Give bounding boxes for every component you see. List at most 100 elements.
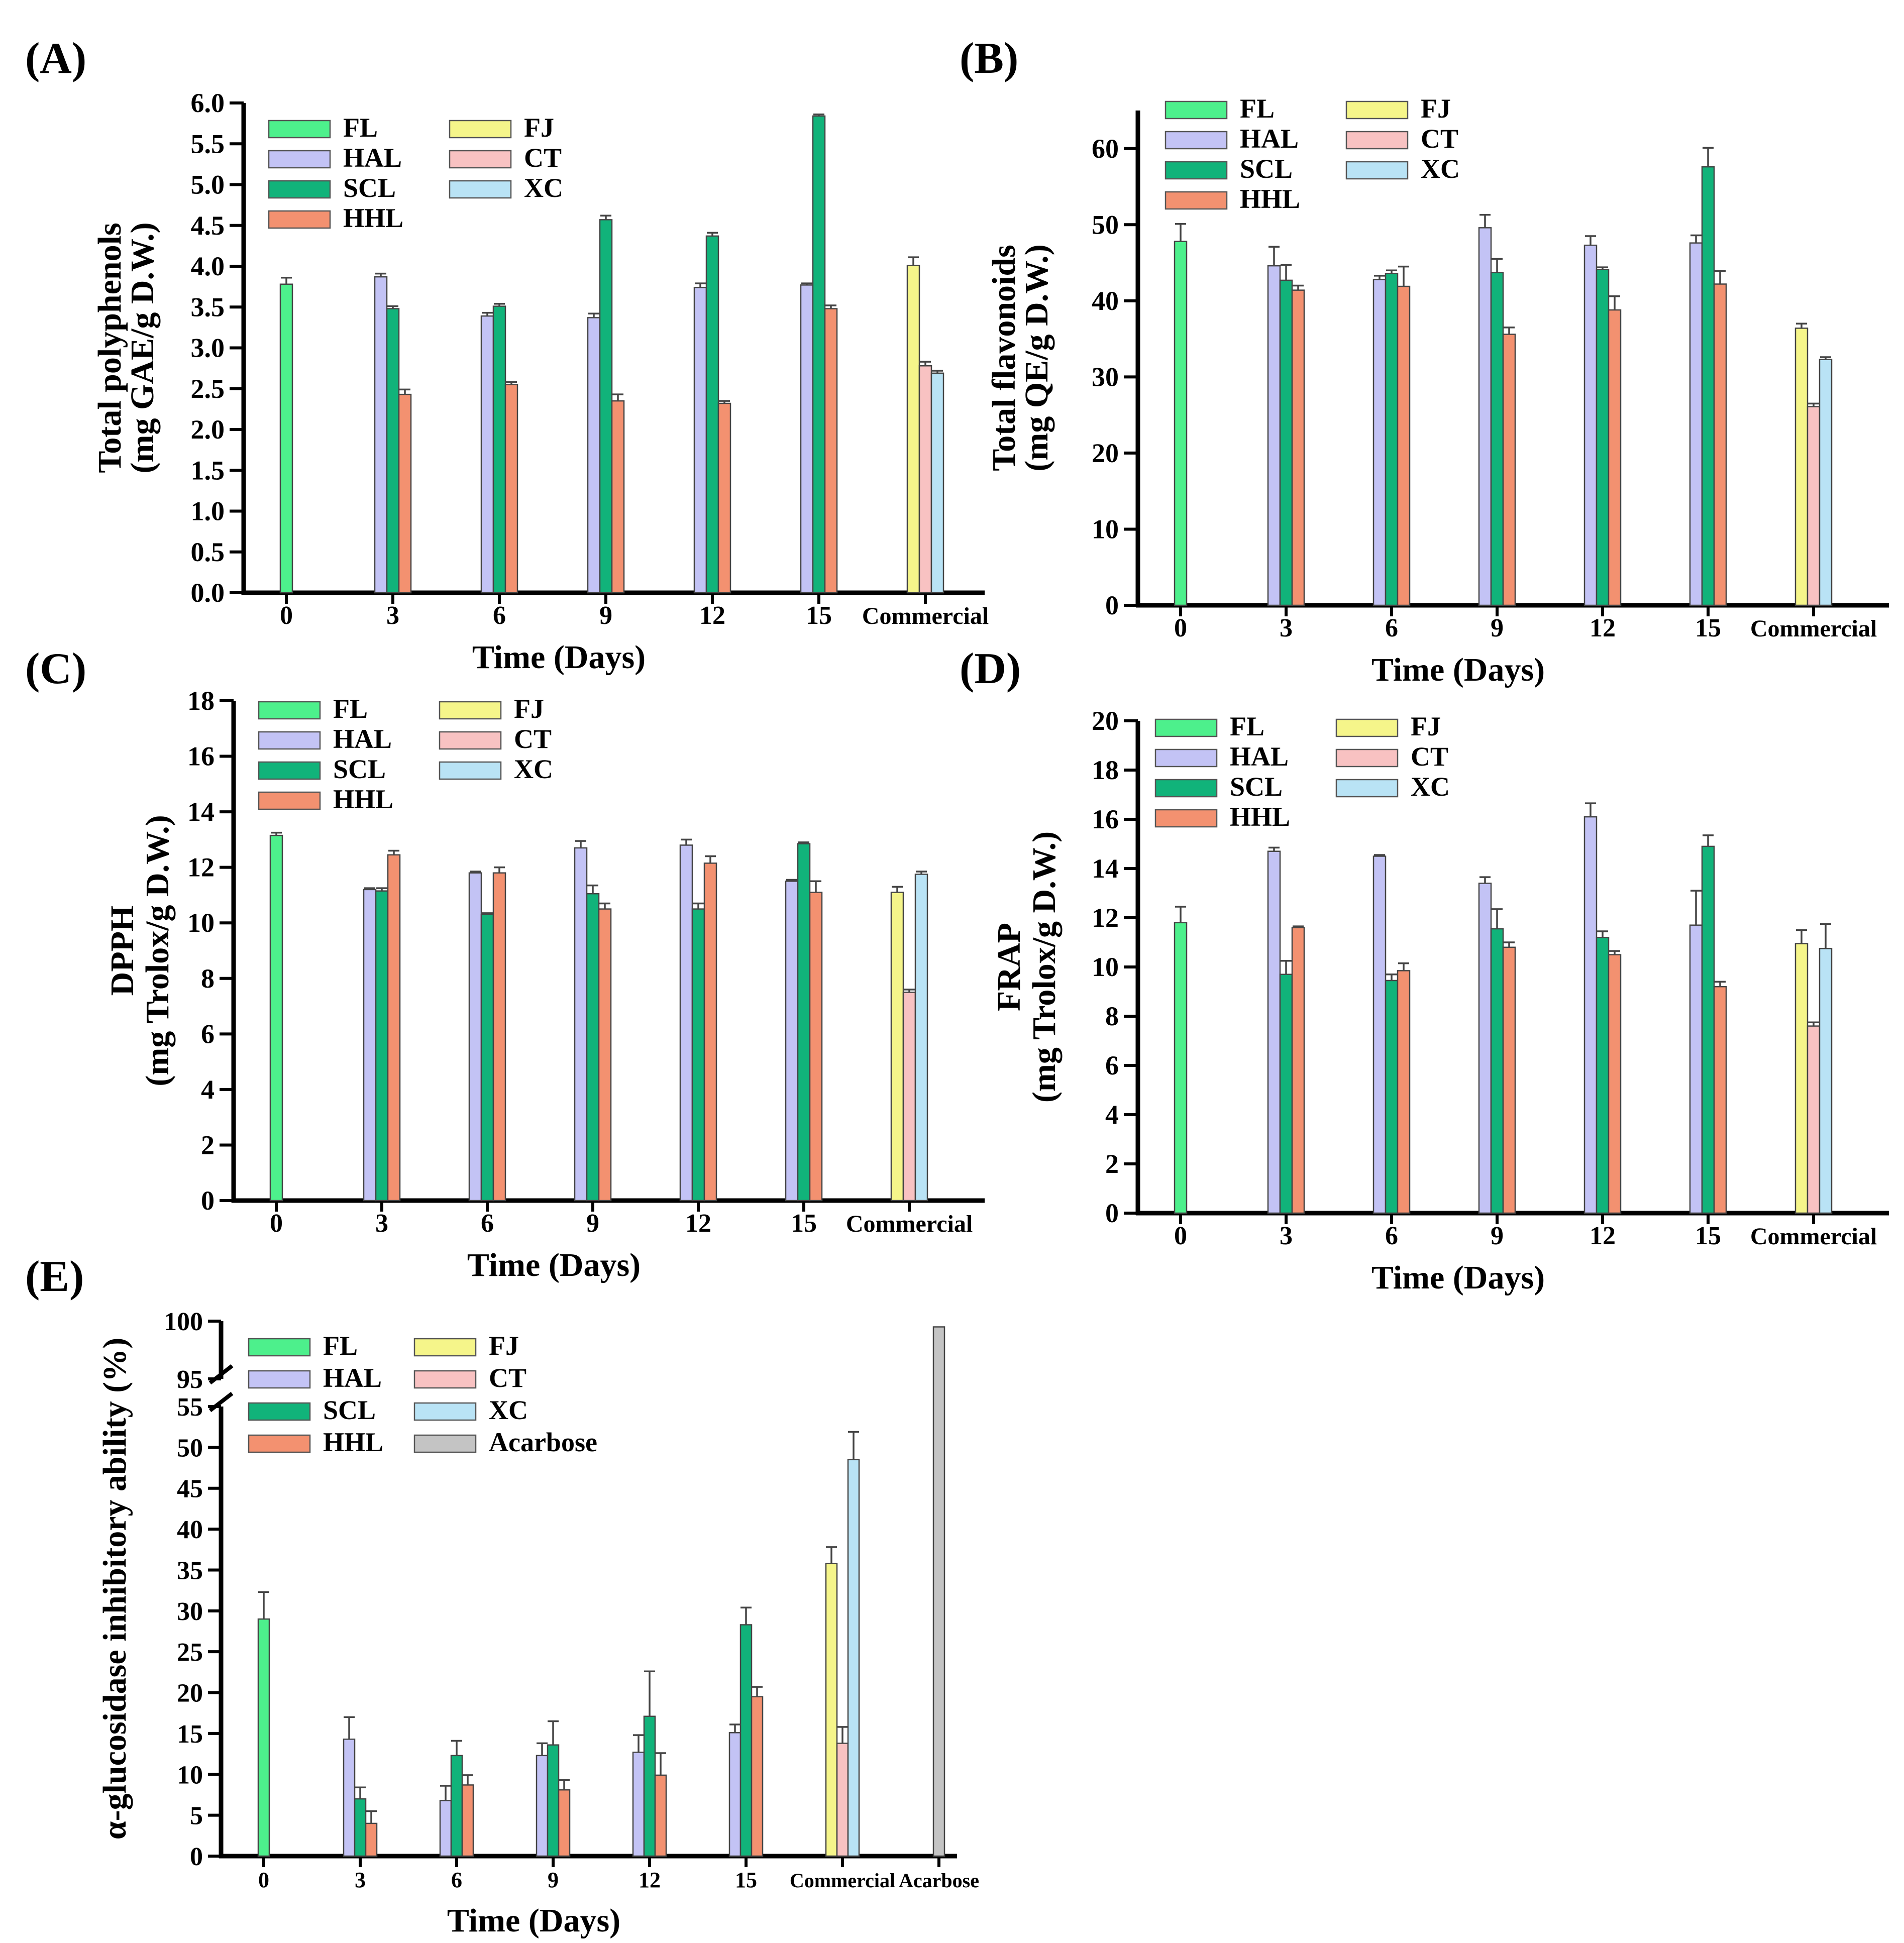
y-tick-label: 1.0 — [191, 496, 225, 526]
bar-scl — [739, 1624, 753, 1857]
x-tick-label: 15 — [735, 1868, 757, 1892]
panel-c: (C) 0 2 4 6 8 10 12 14 16 18 0 3 6 9 12 15 Commercial Tim… — [25, 644, 985, 1283]
y-tick-label: 0.5 — [191, 537, 225, 567]
y-tick-label: 25 — [177, 1638, 203, 1667]
y-tick-label: 4 — [201, 1074, 215, 1105]
bar-hal — [1478, 883, 1492, 1214]
bar-xc — [914, 874, 928, 1202]
y-tick-label: 8 — [1105, 1001, 1119, 1031]
y-tick-label: 5.0 — [191, 170, 225, 200]
bar-hhl — [365, 1822, 378, 1857]
legend-swatch-hhl — [268, 210, 331, 229]
y-tick-label: 12 — [187, 852, 215, 883]
bar-hhl — [598, 908, 612, 1202]
y-tick-label: 10 — [177, 1761, 203, 1789]
bar-scl — [1596, 269, 1610, 606]
bar-hal — [363, 889, 377, 1202]
y-tick-label: 100 — [164, 1308, 203, 1336]
bar-fl — [257, 1618, 270, 1857]
legend-swatch-scl — [268, 180, 331, 199]
legend-label-hal: HAL — [323, 1363, 382, 1393]
x-tick-label: 12 — [1590, 1222, 1616, 1250]
legend-label-hal: HAL — [1230, 741, 1289, 772]
bar-hhl — [1713, 283, 1727, 606]
y-tick-label: 4 — [1105, 1100, 1119, 1130]
bar-hal — [587, 317, 601, 594]
bar-scl — [586, 893, 600, 1202]
legend-swatch-fj — [1335, 718, 1399, 737]
legend-label-xc: XC — [514, 754, 553, 784]
legend: FL FJ HAL CT SCL XC HHL — [1154, 711, 1450, 832]
bar-scl — [386, 308, 400, 594]
legend-label-fj: FJ — [514, 694, 544, 724]
y-tick-label: 40 — [1092, 286, 1119, 316]
bar-hhl — [461, 1784, 474, 1857]
legend-swatch-ct — [1345, 131, 1409, 150]
panel-b-label: (B) — [960, 34, 1018, 83]
x-tick-label: 12 — [699, 601, 725, 630]
legend-swatch-fl — [1154, 718, 1218, 737]
y-tick-label: 14 — [1092, 853, 1119, 884]
legend-swatch-fl — [248, 1338, 311, 1357]
x-tick-label: Commercial — [1750, 1223, 1877, 1250]
bar-hal — [632, 1752, 645, 1857]
legend-label-xc: XC — [1421, 154, 1460, 184]
bar-scl — [1701, 845, 1715, 1214]
panel-c-label: (C) — [25, 644, 86, 693]
legend-swatch-scl — [1165, 161, 1228, 180]
legend-label-fl: FL — [323, 1331, 358, 1361]
y-tick-label: 3.5 — [191, 292, 225, 322]
legend-label-ct: CT — [524, 143, 562, 173]
bar-scl — [450, 1755, 463, 1857]
bar-fj — [890, 892, 904, 1202]
bar-hhl — [1291, 289, 1305, 606]
legend: FL FJ HAL CT SCL XC HHL — [258, 694, 553, 814]
y-tick-label: 0 — [190, 1843, 203, 1871]
legend-swatch-acarbose — [413, 1434, 477, 1453]
bar-hhl — [1608, 954, 1622, 1214]
bar-hal — [1583, 244, 1598, 606]
bar-hal — [574, 847, 588, 1202]
bar-scl — [375, 890, 389, 1202]
legend-swatch-ct — [1335, 748, 1399, 768]
bar-hal — [1267, 265, 1281, 606]
bar-hhl — [1291, 927, 1305, 1214]
panel-d: (D) 0 2 4 6 8 10 12 14 16 18 20 0 3 6 9 12 15 Commercial T… — [960, 644, 1889, 1296]
bar-scl — [1279, 974, 1293, 1214]
x-axis-title: Time (Days) — [447, 1902, 620, 1939]
panel-b: (B) 0 10 20 30 40 50 60 0 3 6 9 12 15 Commercial Time … — [960, 34, 1889, 688]
bar-hhl — [717, 402, 731, 594]
bar-hhl — [1608, 309, 1622, 606]
bar-xc — [847, 1459, 860, 1857]
y-tick-label: 18 — [1092, 755, 1119, 785]
y-tick-label: 2 — [1105, 1149, 1119, 1179]
x-axis-title: Time (Days) — [1371, 1259, 1545, 1296]
x-tick-label: 12 — [639, 1868, 661, 1892]
y-tick-label: 3.0 — [191, 333, 225, 363]
x-tick-label: 6 — [1385, 1222, 1398, 1250]
y-tick-label: 2.0 — [191, 414, 225, 445]
x-tick-label: 0 — [270, 1209, 283, 1238]
legend-swatch-fj — [413, 1338, 477, 1357]
legend-label-fj: FJ — [524, 113, 554, 143]
x-tick-label: 9 — [1491, 614, 1504, 642]
x-tick-label: 3 — [355, 1868, 366, 1892]
x-tick-label: Acarbose — [899, 1869, 979, 1892]
y-tick-label: 10 — [187, 908, 215, 938]
y-tick-label: 35 — [177, 1556, 203, 1585]
y-tick-label: 0.0 — [191, 578, 225, 608]
x-tick-label: 3 — [1280, 614, 1293, 642]
legend-label-fj: FJ — [489, 1331, 519, 1361]
panel-d-label: (D) — [960, 644, 1021, 693]
bar-hhl — [654, 1774, 667, 1857]
bar-fj — [1794, 328, 1809, 606]
y-tick-label: 50 — [177, 1434, 203, 1462]
y-tick-label: 0 — [1105, 590, 1119, 620]
x-tick-label: 9 — [586, 1209, 599, 1238]
bar-fl — [1174, 922, 1188, 1214]
y-axis-title: (mg Trolox/g D.W.) — [1026, 831, 1063, 1103]
y-axis-title: Total flavonoids — [986, 245, 1022, 471]
bar-scl — [812, 115, 826, 594]
